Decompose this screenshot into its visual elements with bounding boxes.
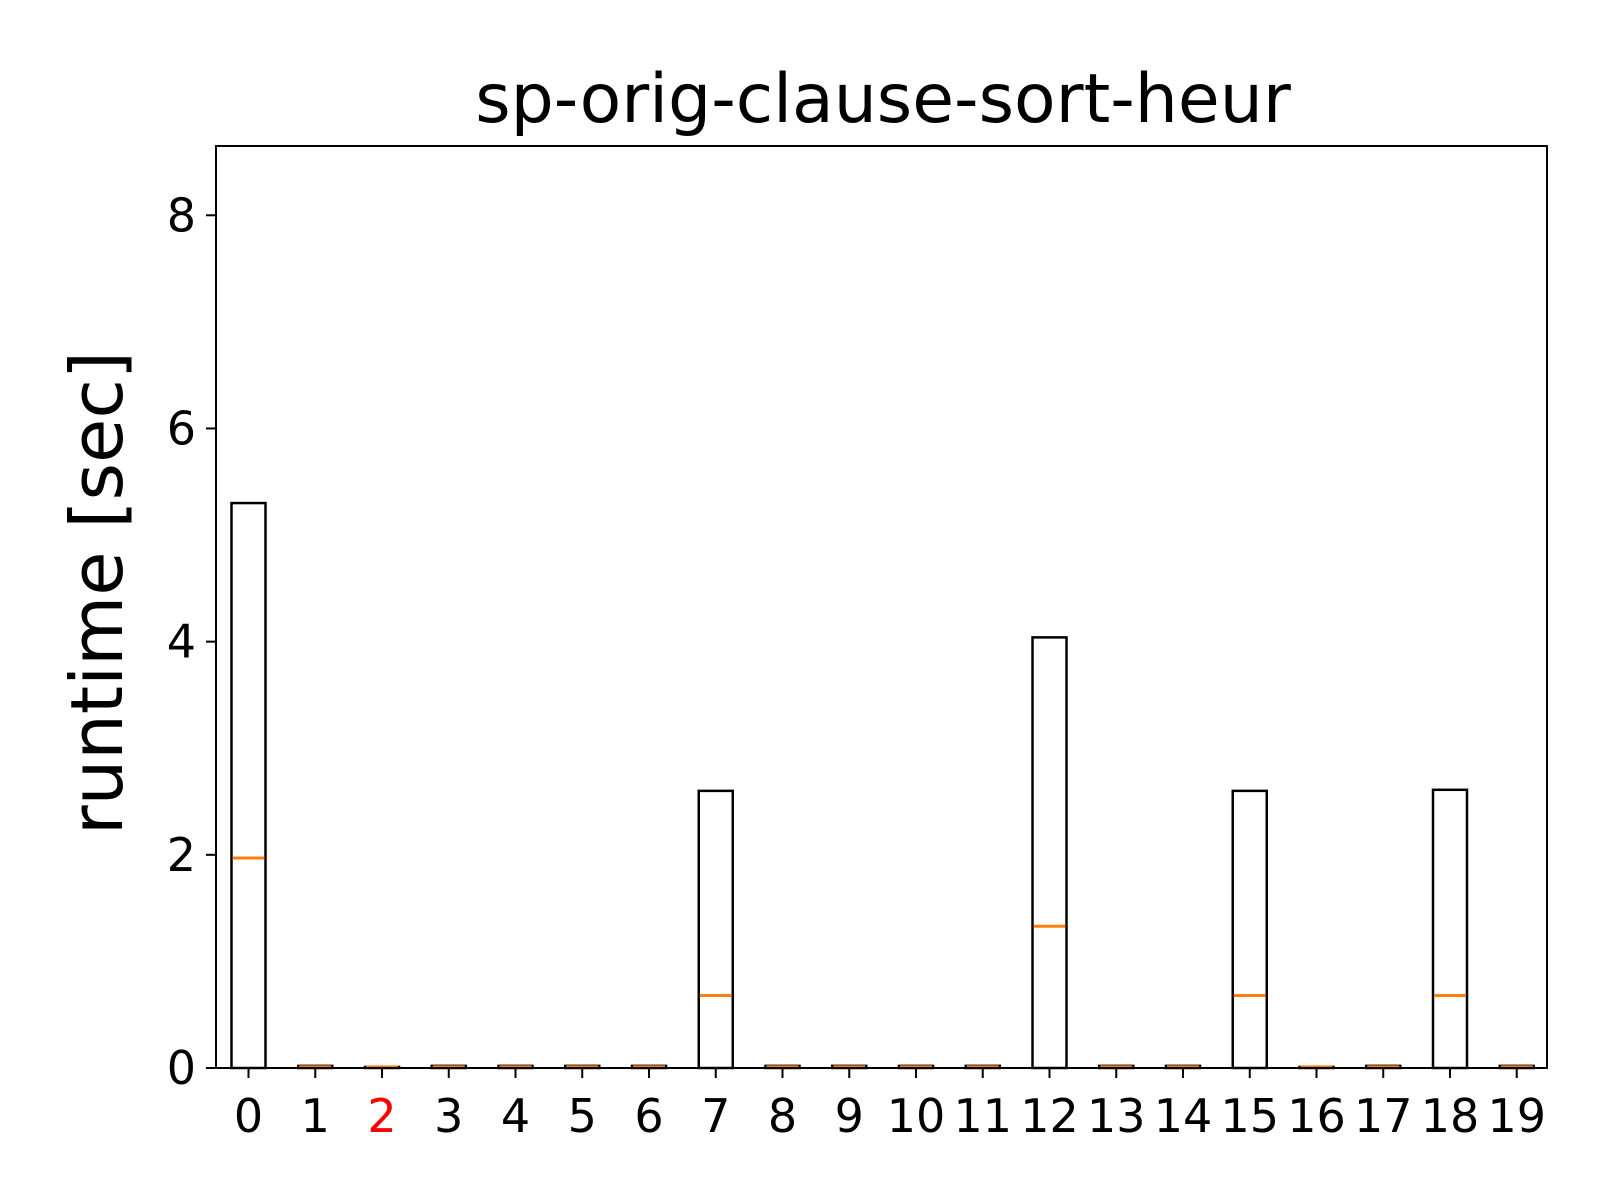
x-tick-label: 16 (1287, 1089, 1346, 1143)
x-tick-label: 12 (1020, 1089, 1079, 1143)
box-15 (1231, 789, 1268, 1070)
y-tick-label: 2 (167, 828, 196, 882)
x-tick-label: 13 (1087, 1089, 1146, 1143)
x-tick-label: 19 (1487, 1089, 1546, 1143)
x-tick-label: 8 (768, 1089, 797, 1143)
x-tick-label: 15 (1220, 1089, 1279, 1143)
y-axis-ticks: 0 2 4 6 8 (167, 188, 216, 1095)
y-tick-label: 8 (167, 188, 196, 242)
box-7 (697, 789, 734, 1070)
x-tick-label: 7 (701, 1089, 730, 1143)
x-tick-label: 17 (1354, 1089, 1413, 1143)
plot-frame (215, 145, 1548, 1069)
box-18 (1431, 788, 1469, 1070)
x-tick-label: 5 (568, 1089, 597, 1143)
x-tick-label: 11 (953, 1089, 1012, 1143)
y-tick-label: 6 (167, 401, 196, 455)
x-tick-label: 0 (234, 1089, 263, 1143)
y-tick-label: 0 (167, 1041, 196, 1095)
x-tick-label: 2 (367, 1089, 396, 1143)
x-axis-ticks: 0 1 2 3 4 5 6 7 8 9 10 11 12 13 14 15 16 17 18 19 (234, 1068, 1546, 1143)
y-tick-label: 4 (167, 615, 196, 669)
x-tick-label: 4 (501, 1089, 530, 1143)
x-tick-label: 10 (887, 1089, 946, 1143)
x-tick-label: 1 (301, 1089, 330, 1143)
x-tick-label: 6 (634, 1089, 663, 1143)
y-axis-label: runtime [sec] (55, 351, 139, 835)
chart-title: sp-orig-clause-sort-heur (475, 60, 1291, 139)
x-tick-label: 3 (434, 1089, 463, 1143)
box-0 (230, 501, 267, 1070)
x-tick-label: 18 (1421, 1089, 1480, 1143)
boxes (230, 501, 1535, 1070)
x-tick-label: 14 (1154, 1089, 1213, 1143)
x-tick-label: 9 (835, 1089, 864, 1143)
box-12 (1031, 636, 1068, 1070)
